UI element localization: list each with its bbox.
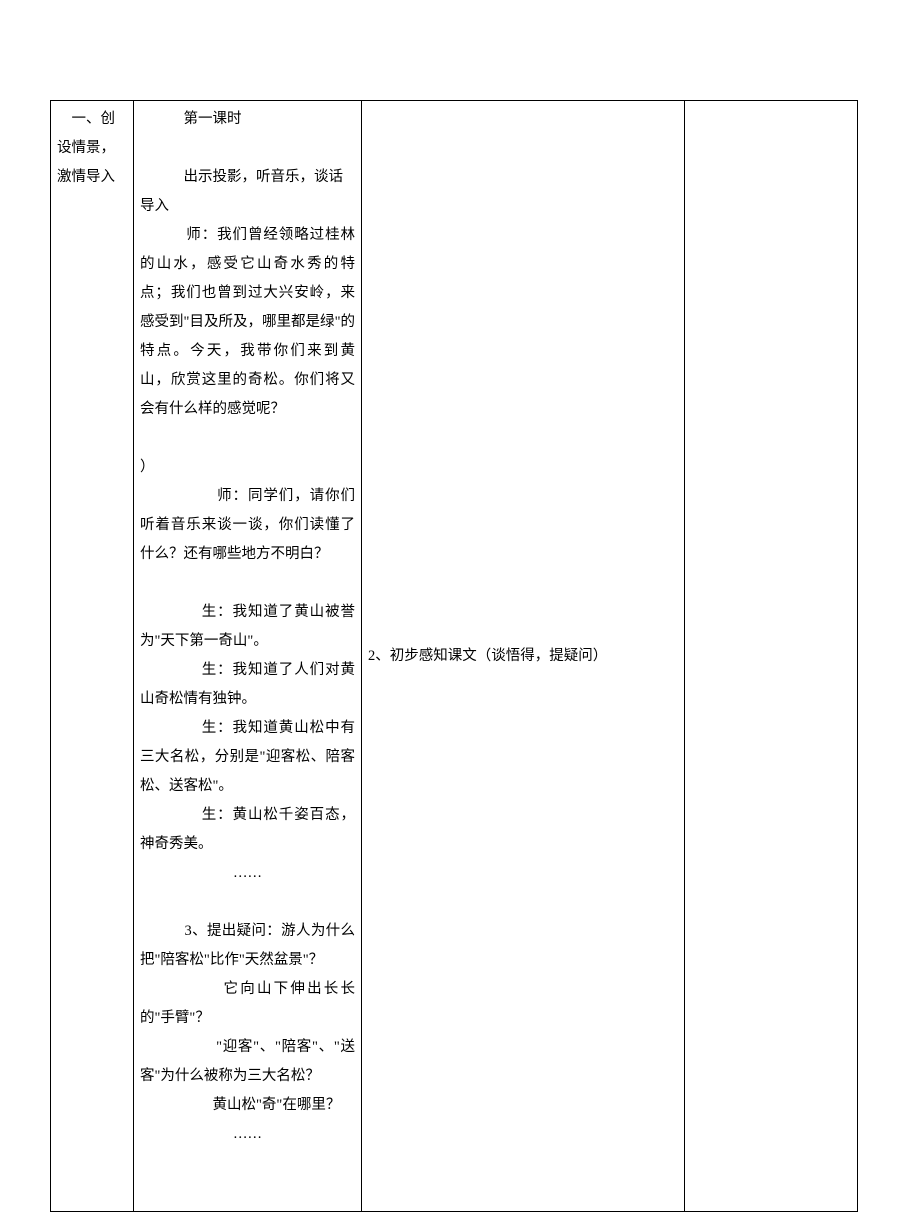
student-speech-2: 生：我知道了人们对黄山奇松情有独钟。 — [140, 656, 355, 714]
student-activity-cell: 2、初步感知课文（谈悟得，提疑问） — [362, 101, 685, 1212]
teacher-activity-cell: 第一课时 出示投影，听音乐，谈话导入 师：我们曾经领略过桂林的山水，感受它山奇水… — [134, 101, 362, 1212]
blank-line — [140, 424, 355, 453]
period-title: 第一课时 — [140, 105, 355, 134]
ellipsis-1: …… — [140, 859, 355, 888]
student-speech-1: 生：我知道了黄山被誉为"天下第一奇山"。 — [140, 598, 355, 656]
stage-cell: 一、创设情景，激情导入 — [51, 101, 134, 1212]
blank-line — [140, 569, 355, 598]
teacher-speech-1: 师：我们曾经领略过桂林的山水，感受它山奇水秀的特点；我们也曾到过大兴安岭，来感受… — [140, 221, 355, 424]
notes-cell — [685, 101, 858, 1212]
blank-line — [140, 888, 355, 917]
question-3: "迎客"、"陪客"、"送客"为什么被称为三大名松？ — [140, 1033, 355, 1091]
question-2: 它向山下伸出长长的"手臂"？ — [140, 975, 355, 1033]
question-4: 黄山松"奇"在哪里？ — [140, 1091, 355, 1120]
blank-line — [140, 1178, 355, 1207]
stage-text: 一、创设情景，激情导入 — [57, 111, 115, 185]
student-speech-4: 生：黄山松千姿百态，神奇秀美。 — [140, 801, 355, 859]
question-intro: 3、提出疑问：游人为什么把"陪客松"比作"天然盆景"？ — [140, 917, 355, 975]
student-activity-text: 2、初步感知课文（谈悟得，提疑问） — [368, 648, 607, 664]
closing-paren: ） — [140, 453, 355, 482]
activity-intro: 出示投影，听音乐，谈话导入 — [140, 163, 355, 221]
student-speech-3: 生：我知道黄山松中有三大名松，分别是"迎客松、陪客松、送客松"。 — [140, 714, 355, 801]
ellipsis-2: …… — [140, 1120, 355, 1149]
blank-line — [140, 1149, 355, 1178]
table-row: 一、创设情景，激情导入 第一课时 出示投影，听音乐，谈话导入 师：我们曾经领略过… — [51, 101, 858, 1212]
lesson-plan-table: 一、创设情景，激情导入 第一课时 出示投影，听音乐，谈话导入 师：我们曾经领略过… — [50, 100, 858, 1212]
teacher-speech-2: 师：同学们，请你们听着音乐来谈一谈，你们读懂了什么？还有哪些地方不明白？ — [140, 482, 355, 569]
blank-line — [140, 134, 355, 163]
